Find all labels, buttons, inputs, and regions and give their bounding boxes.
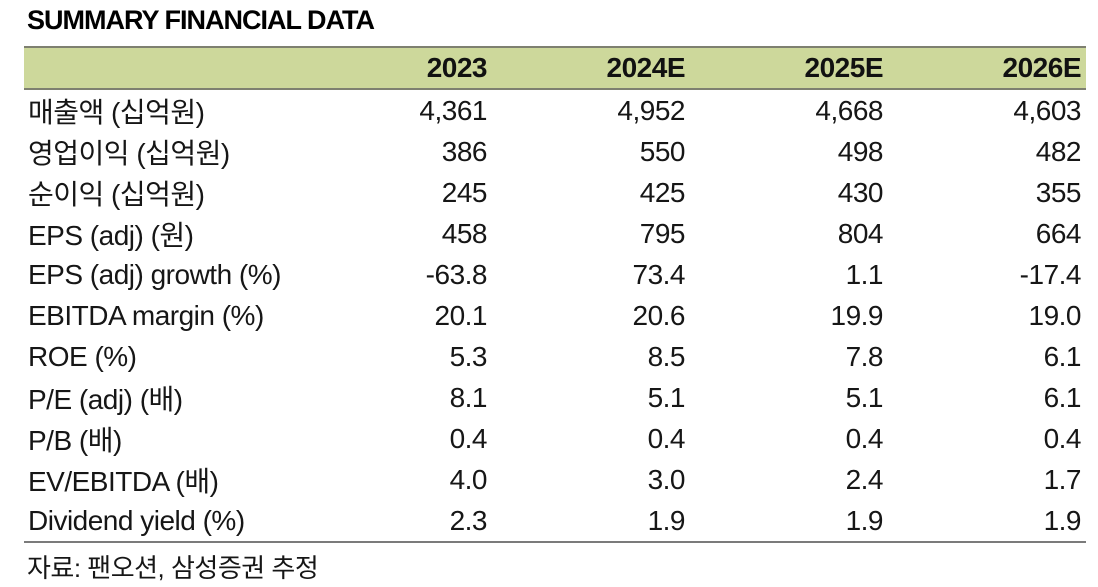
row-value: 0.4 xyxy=(845,422,884,454)
row-value: 425 xyxy=(639,176,686,208)
row-value: 4,361 xyxy=(419,94,487,126)
row-value: 386 xyxy=(441,135,488,167)
row-value: 2.3 xyxy=(449,504,488,536)
row-value: 1.9 xyxy=(845,504,884,536)
row-value: 19.9 xyxy=(830,299,884,331)
row-value: 5.1 xyxy=(845,381,884,413)
row-value: 19.0 xyxy=(1028,299,1082,331)
row-value: 20.1 xyxy=(434,299,488,331)
column-header-metric xyxy=(24,46,294,90)
row-value: 0.4 xyxy=(647,422,686,454)
row-value: 4,668 xyxy=(815,94,883,126)
row-label: 매출액 (십억원) xyxy=(28,96,205,128)
row-value: 4.0 xyxy=(449,463,488,495)
table-row: ROE (%) 5.3 8.5 7.8 6.1 xyxy=(24,336,1086,377)
table-row: 매출액 (십억원) 4,361 4,952 4,668 4,603 xyxy=(24,89,1086,131)
row-label: P/E (adj) (배) xyxy=(28,383,183,415)
row-value: 5.3 xyxy=(449,340,488,372)
row-label: EPS (adj) (원) xyxy=(28,219,194,251)
page-title: SUMMARY FINANCIAL DATA xyxy=(27,5,375,35)
column-header-2024e: 2024E xyxy=(492,46,690,90)
row-label: ROE (%) xyxy=(28,340,137,372)
row-label: 영업이익 (십억원) xyxy=(28,137,230,169)
row-value: 550 xyxy=(639,135,686,167)
row-value: 3.0 xyxy=(647,463,686,495)
row-value: 804 xyxy=(837,217,884,249)
row-value: 5.1 xyxy=(647,381,686,413)
row-value: 482 xyxy=(1035,135,1082,167)
row-value: 498 xyxy=(837,135,884,167)
row-value: 664 xyxy=(1035,217,1082,249)
table-header-row: 2023 2024E 2025E 2026E xyxy=(24,46,1086,90)
row-value: 7.8 xyxy=(845,340,884,372)
source-note: 자료: 팬오션, 삼성증권 추정 xyxy=(27,553,319,583)
table-row: EV/EBITDA (배) 4.0 3.0 2.4 1.7 xyxy=(24,459,1086,500)
row-value: 4,603 xyxy=(1013,94,1081,126)
row-value: 8.5 xyxy=(647,340,686,372)
row-value: 2.4 xyxy=(845,463,884,495)
table-row: EBITDA margin (%) 20.1 20.6 19.9 19.0 xyxy=(24,295,1086,336)
row-value: 1.9 xyxy=(1043,504,1082,536)
row-value: 6.1 xyxy=(1043,340,1082,372)
row-value: 0.4 xyxy=(1043,422,1082,454)
row-value: 458 xyxy=(441,217,488,249)
row-value: 430 xyxy=(837,176,884,208)
table-row: 순이익 (십억원) 245 425 430 355 xyxy=(24,172,1086,213)
table-row: EPS (adj) (원) 458 795 804 664 xyxy=(24,213,1086,254)
table-row: P/B (배) 0.4 0.4 0.4 0.4 xyxy=(24,418,1086,459)
table-row: P/E (adj) (배) 8.1 5.1 5.1 6.1 xyxy=(24,377,1086,418)
row-value: 1.7 xyxy=(1043,463,1082,495)
row-label: P/B (배) xyxy=(28,424,122,456)
row-label: EBITDA margin (%) xyxy=(28,299,264,331)
row-label: EV/EBITDA (배) xyxy=(28,465,219,497)
row-value: 795 xyxy=(639,217,686,249)
column-header-2025e: 2025E xyxy=(690,46,888,90)
table-body: 매출액 (십억원) 4,361 4,952 4,668 4,603 영업이익 (십억원) 3… xyxy=(24,89,1086,541)
row-value: 8.1 xyxy=(449,381,488,413)
column-header-2023: 2023 xyxy=(294,46,492,90)
table-row: EPS (adj) growth (%) -63.8 73.4 1.1 -17.4 xyxy=(24,254,1086,295)
row-label: EPS (adj) growth (%) xyxy=(28,258,281,290)
financial-table-wrap: 2023 2024E 2025E 2026E 매출액 (십억원) 4,361 4,9… xyxy=(24,46,1086,543)
row-value: 73.4 xyxy=(632,258,686,290)
table-row: Dividend yield (%) 2.3 1.9 1.9 1.9 xyxy=(24,500,1086,541)
table-row: 영업이익 (십억원) 386 550 498 482 xyxy=(24,131,1086,172)
row-value: 6.1 xyxy=(1043,381,1082,413)
column-header-2026e: 2026E xyxy=(888,46,1086,90)
row-value: 1.9 xyxy=(647,504,686,536)
row-label: 순이익 (십억원) xyxy=(28,178,205,210)
row-label: Dividend yield (%) xyxy=(28,504,245,536)
row-value: -17.4 xyxy=(1019,258,1082,290)
row-value: 20.6 xyxy=(632,299,686,331)
row-value: 1.1 xyxy=(845,258,884,290)
financial-table: 2023 2024E 2025E 2026E 매출액 (십억원) 4,361 4,9… xyxy=(24,46,1086,541)
row-value: 4,952 xyxy=(617,94,685,126)
row-value: 245 xyxy=(441,176,488,208)
row-value: 355 xyxy=(1035,176,1082,208)
row-value: -63.8 xyxy=(425,258,488,290)
row-value: 0.4 xyxy=(449,422,488,454)
